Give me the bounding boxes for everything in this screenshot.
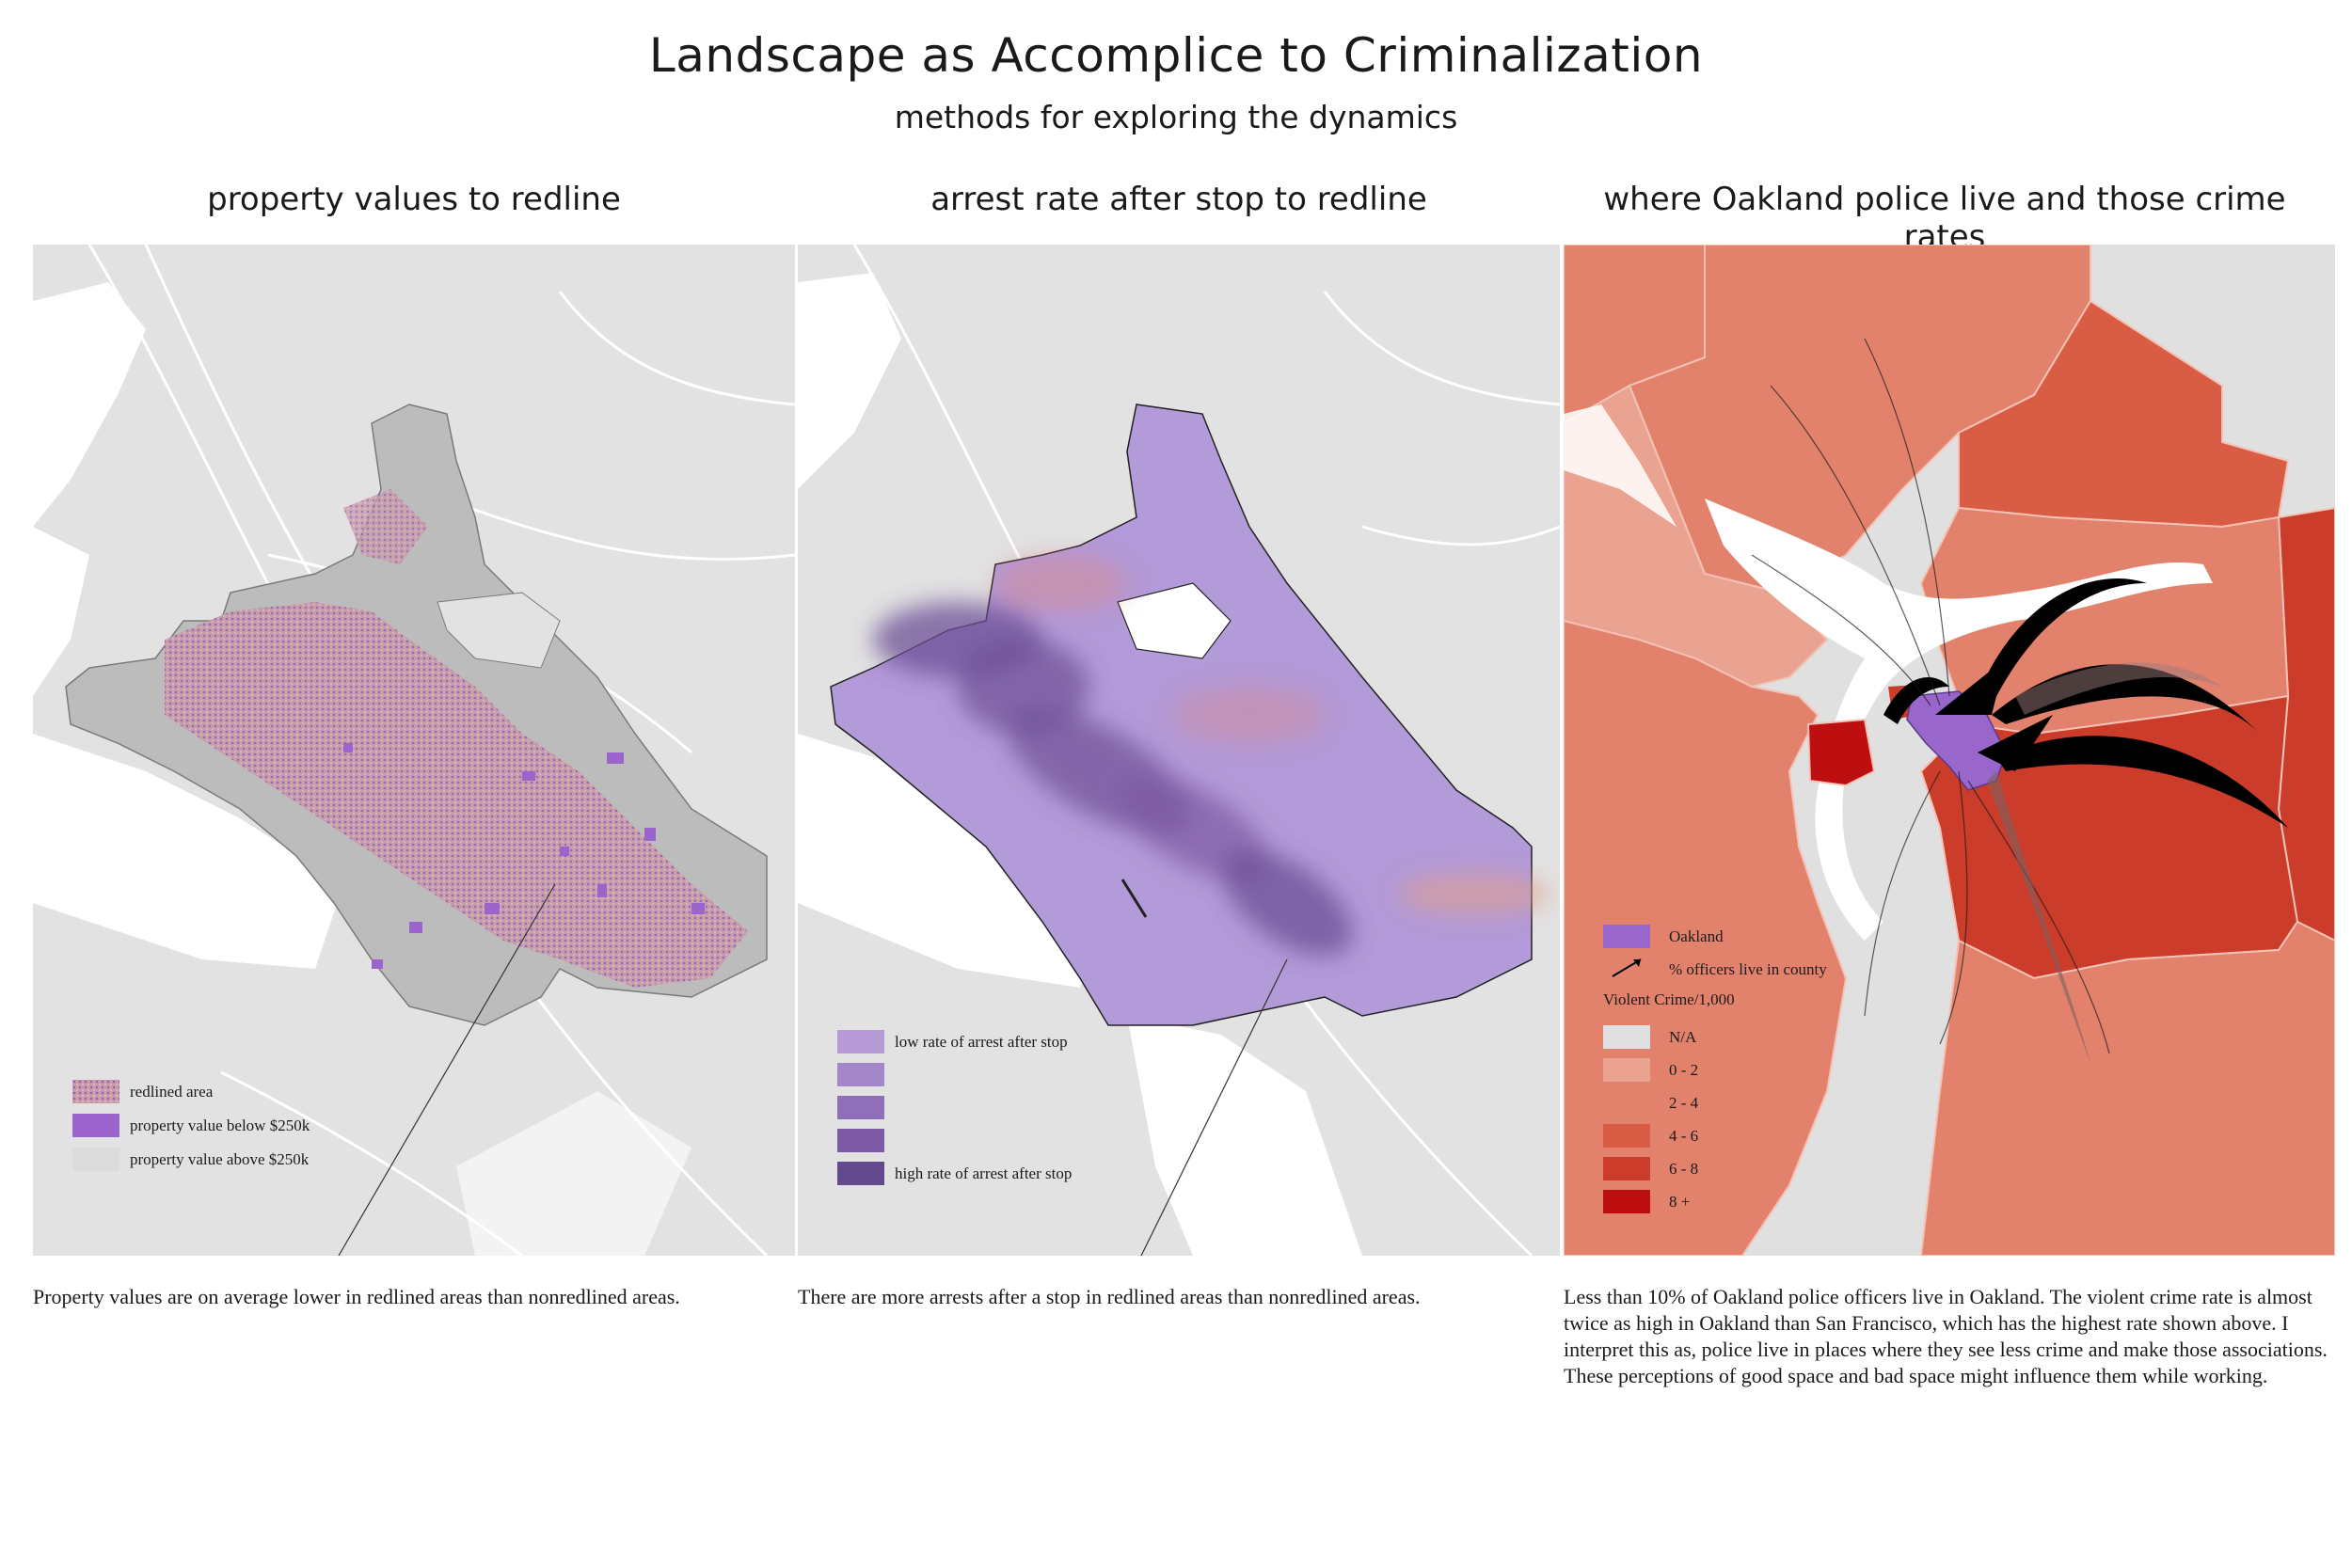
legend-label-low: low rate of arrest after stop: [895, 1033, 1068, 1051]
legend-swatch: [1603, 1091, 1650, 1115]
police-residence-map: Oakland % officers live in county Violen…: [1564, 245, 2335, 1256]
county: [1919, 920, 2335, 1256]
panel-1-title: property values to redline: [207, 181, 621, 218]
bay-water: [33, 527, 343, 969]
legend-swatch-below: [72, 1114, 119, 1137]
san-francisco: [1806, 718, 1876, 787]
legend: redlined area property value below $250k…: [72, 1080, 310, 1171]
bay-water: [798, 734, 1108, 988]
arrow-shadow: [2015, 662, 2222, 715]
legend: Oakland % officers live in county Violen…: [1603, 925, 1827, 1213]
caption-leader-line: [338, 883, 556, 1256]
legend-label: 0 - 2: [1669, 1061, 1698, 1079]
legend-arrow-head-icon: [1633, 959, 1641, 967]
legend-swatch-above: [72, 1148, 119, 1171]
arrow-shadow: [1987, 771, 2090, 1063]
bay-water: [1127, 1016, 1362, 1256]
police-residence-map-svg: Oakland % officers live in county Violen…: [1564, 245, 2335, 1256]
legend-label: 2 - 4: [1669, 1094, 1699, 1112]
caption-leader-line: [1140, 958, 1288, 1256]
thin-arrows: [1751, 338, 2110, 1054]
legend-swatch: [837, 1030, 884, 1053]
lake: [437, 592, 561, 669]
redlined-area: [343, 489, 428, 564]
page-subtitle: methods for exploring the dynamics: [894, 99, 1458, 135]
legend-label-high: high rate of arrest after stop: [895, 1164, 1072, 1182]
shoreline-detail: [1120, 879, 1148, 918]
bay-water: [1564, 404, 1677, 527]
panel-3-title: where Oakland police live and those crim…: [1603, 181, 2286, 256]
legend-swatch: [1603, 1157, 1650, 1180]
legend-label: property value above $250k: [130, 1150, 310, 1168]
legend-swatch: [1603, 1058, 1650, 1082]
page-title: Landscape as Accomplice to Criminalizati…: [648, 28, 1704, 83]
property-value-map-svg: redlined area property value below $250k…: [33, 245, 795, 1256]
legend-label: N/A: [1669, 1028, 1697, 1046]
bay-water: [798, 273, 901, 489]
caption-panel-3: Less than 10% of Oakland police officers…: [1564, 1285, 2328, 1387]
legend-swatch: [837, 1063, 884, 1086]
caption-panel-1: Property values are on average lower in …: [33, 1285, 680, 1308]
arrest-rate-map: low rate of arrest after stop high rate …: [798, 245, 1560, 1256]
caption-panel-2: There are more arrests after a stop in r…: [798, 1285, 1421, 1308]
arrest-hotspots: [873, 555, 1550, 957]
legend-heading: Violent Crime/1,000: [1603, 990, 1735, 1008]
lake: [1117, 582, 1232, 659]
panel-2-title: arrest rate after stop to redline: [930, 181, 1427, 218]
legend-swatch: [837, 1162, 884, 1185]
legend-label: 4 - 6: [1669, 1127, 1698, 1145]
legend-label: property value below $250k: [130, 1117, 310, 1134]
legend-swatch: [1603, 1124, 1650, 1148]
legend-swatch-redlined: [72, 1080, 119, 1103]
low-property-clusters: [343, 743, 705, 969]
legend-label: 8 +: [1669, 1193, 1690, 1211]
legend-swatch: [1603, 1025, 1650, 1049]
legend-label: 6 - 8: [1669, 1160, 1698, 1178]
bay-water: [456, 1091, 691, 1256]
arrest-rate-map-svg: low rate of arrest after stop high rate …: [798, 245, 1560, 1256]
legend-swatch: [837, 1096, 884, 1119]
legend-swatch: [1603, 1190, 1650, 1213]
legend-swatch: [837, 1129, 884, 1152]
legend-label-oakland: Oakland: [1669, 927, 1724, 945]
legend-label: redlined area: [130, 1083, 214, 1101]
county-na: [2090, 245, 2335, 386]
legend-swatch-oakland: [1603, 925, 1650, 948]
legend-label-arrow: % officers live in county: [1669, 960, 1827, 978]
bay-water: [33, 282, 146, 527]
officer-arrows: [1883, 578, 2288, 828]
legend: low rate of arrest after stop high rate …: [837, 1030, 1072, 1185]
property-value-map: redlined area property value below $250k…: [33, 245, 795, 1256]
